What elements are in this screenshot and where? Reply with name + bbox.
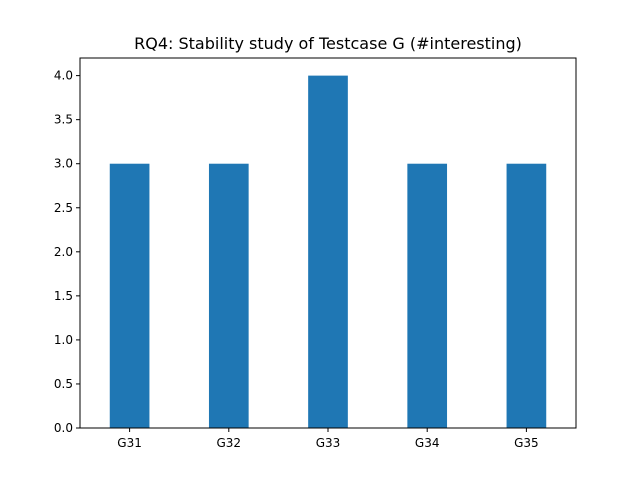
y-tick-label: 0.5 xyxy=(54,377,73,391)
y-tick-label: 3.5 xyxy=(54,113,73,127)
x-tick-label: G35 xyxy=(514,436,539,450)
y-tick-label: 0.0 xyxy=(54,421,73,435)
y-tick-label: 1.0 xyxy=(54,333,73,347)
x-tick-label: G33 xyxy=(316,436,341,450)
x-tick-label: G34 xyxy=(415,436,440,450)
bar-g35 xyxy=(507,164,547,428)
x-tick-label: G31 xyxy=(117,436,142,450)
bar-g32 xyxy=(209,164,249,428)
chart-title: RQ4: Stability study of Testcase G (#int… xyxy=(134,34,522,53)
x-tick-label: G32 xyxy=(217,436,242,450)
bar-g34 xyxy=(407,164,447,428)
y-tick-label: 2.5 xyxy=(54,201,73,215)
bar-g33 xyxy=(308,76,348,428)
y-tick-label: 2.0 xyxy=(54,245,73,259)
y-tick-label: 3.0 xyxy=(54,157,73,171)
y-tick-label: 1.5 xyxy=(54,289,73,303)
bar-g31 xyxy=(110,164,150,428)
y-tick-label: 4.0 xyxy=(54,69,73,83)
